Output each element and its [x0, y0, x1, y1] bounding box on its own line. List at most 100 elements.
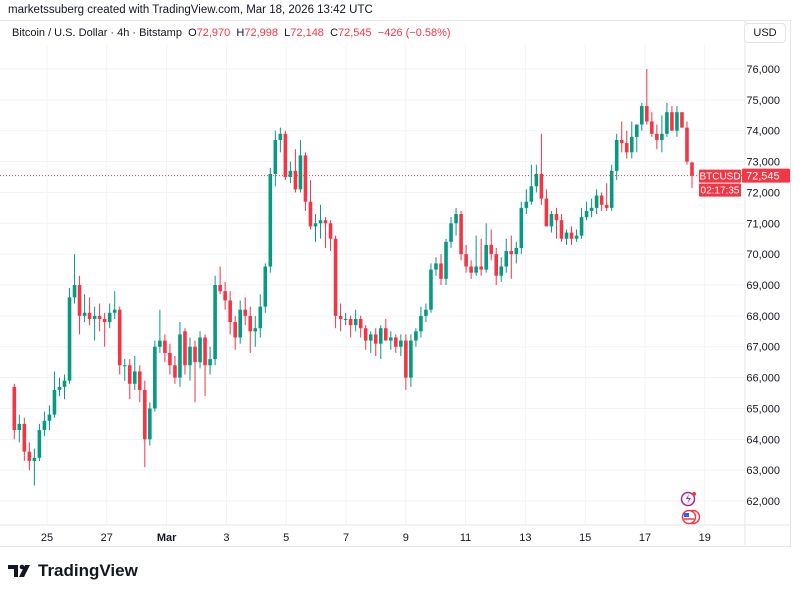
y-tick-label: 72,000 — [746, 187, 780, 199]
candle-down — [373, 334, 378, 344]
candle-down — [599, 195, 604, 205]
candle-down — [439, 263, 443, 279]
candle-down — [494, 254, 499, 276]
candle-up — [444, 241, 448, 279]
y-tick-label: 76,000 — [746, 64, 780, 76]
x-tick-label: 9 — [403, 532, 409, 544]
candle-up — [188, 346, 192, 366]
candle-down — [308, 201, 313, 227]
candle-down — [509, 251, 514, 255]
candle-up — [313, 223, 318, 227]
candle-down — [97, 315, 102, 319]
candle-down — [619, 139, 624, 144]
candle-up — [258, 306, 263, 329]
candle-up — [549, 214, 554, 227]
candle-up — [534, 173, 539, 187]
symbol-tag-label: BTCUSD — [699, 172, 740, 183]
candle-up — [298, 155, 303, 190]
candle-down — [394, 337, 398, 347]
close-value: 72,545 — [338, 27, 372, 39]
candle-down — [233, 322, 237, 338]
candle-up — [32, 457, 37, 461]
candle-down — [27, 451, 32, 461]
y-tick-label: 69,000 — [746, 280, 780, 292]
high-value: 72,998 — [244, 27, 279, 39]
candle-up — [434, 263, 438, 270]
x-tick-label: 27 — [101, 532, 113, 544]
candle-up — [62, 380, 67, 387]
candle-down — [685, 127, 689, 162]
candle-up — [253, 328, 258, 332]
candle-up — [484, 244, 488, 270]
candle-down — [655, 133, 659, 140]
candle-down — [469, 266, 473, 273]
candle-down — [243, 309, 248, 316]
candle-up — [178, 334, 182, 378]
symbol-description: Bitcoin / U.S. Dollar · 4h · Bitstamp — [12, 27, 182, 39]
candle-down — [645, 106, 649, 122]
candle-up — [67, 297, 72, 381]
candle-up — [318, 220, 323, 224]
open-label: O — [188, 27, 197, 39]
candle-up — [72, 285, 77, 298]
candle-down — [333, 238, 338, 316]
currency-button[interactable]: USD — [744, 23, 786, 43]
snapshot-credit: marketssuberg created with TradingView.c… — [8, 4, 373, 16]
candle-up — [474, 266, 478, 273]
x-tick-label: 11 — [460, 532, 471, 544]
candle-up — [288, 170, 293, 178]
open-value: 72,970 — [196, 27, 231, 39]
candle-down — [183, 331, 187, 366]
candle-up — [198, 337, 202, 363]
candle-up — [424, 309, 428, 316]
candle-down — [604, 204, 609, 208]
candle-down — [670, 112, 674, 131]
candle-down — [193, 346, 197, 363]
candle-down — [117, 309, 122, 366]
y-tick-label: 74,000 — [746, 126, 780, 138]
y-tick-label: 63,000 — [746, 465, 780, 477]
candle-down — [459, 214, 463, 255]
candle-up — [589, 207, 594, 211]
candle-up — [614, 139, 619, 171]
candle-down — [328, 223, 333, 239]
y-tick-label: 75,000 — [746, 95, 780, 107]
candle-down — [624, 143, 629, 153]
candle-up — [399, 340, 403, 347]
candle-up — [609, 170, 614, 208]
candle-down — [559, 220, 564, 239]
x-tick-label: 19 — [699, 532, 711, 544]
candle-down — [12, 386, 17, 431]
x-tick-label: 17 — [639, 532, 651, 544]
candle-up — [454, 214, 458, 224]
candle-down — [404, 340, 408, 378]
candle-up — [273, 139, 278, 174]
low-value: 72,148 — [290, 27, 324, 39]
candle-down — [138, 371, 142, 390]
brand-name: TradingView — [38, 561, 138, 580]
candle-up — [158, 340, 162, 347]
candle-up — [57, 386, 62, 390]
candle-up — [564, 232, 569, 239]
candle-down — [283, 133, 288, 178]
candle-up — [389, 337, 393, 341]
candle-up — [148, 408, 152, 440]
candle-down — [293, 170, 298, 190]
candle-up — [594, 195, 599, 208]
candle-up — [122, 365, 127, 367]
candle-up — [409, 340, 413, 378]
candle-up — [665, 112, 669, 134]
candle-down — [323, 220, 328, 224]
candle-up — [574, 235, 579, 239]
candle-up — [263, 266, 268, 307]
candle-down — [363, 328, 368, 341]
candle-down — [168, 352, 172, 366]
candle-up — [132, 371, 137, 384]
high-label: H — [236, 27, 245, 39]
y-tick-label: 73,000 — [746, 157, 780, 169]
candle-down — [358, 318, 363, 329]
candle-up — [449, 223, 453, 242]
candle-down — [87, 312, 92, 319]
low-label: L — [284, 27, 291, 39]
